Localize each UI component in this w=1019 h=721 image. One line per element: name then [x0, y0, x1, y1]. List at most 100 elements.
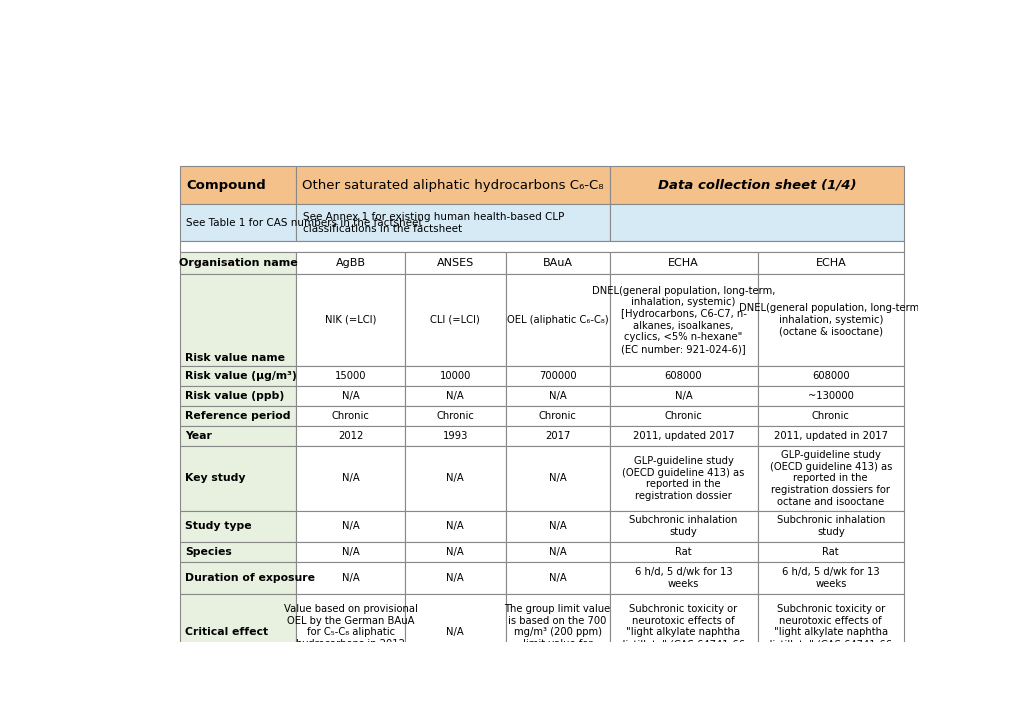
- Bar: [180, 594, 297, 671]
- Text: N/A: N/A: [341, 521, 360, 531]
- Bar: [297, 594, 405, 671]
- Bar: [609, 541, 757, 562]
- Text: N/A: N/A: [548, 547, 566, 557]
- Bar: [180, 274, 297, 366]
- Bar: [757, 386, 903, 406]
- Bar: [505, 562, 609, 594]
- Text: N/A: N/A: [548, 474, 566, 484]
- Bar: [405, 510, 505, 541]
- Bar: [297, 426, 405, 446]
- Text: Key study: Key study: [184, 474, 246, 484]
- Text: 6 h/d, 5 d/wk for 13
weeks: 6 h/d, 5 d/wk for 13 weeks: [634, 567, 732, 588]
- Bar: [180, 166, 297, 204]
- Text: DNEL(general population, long-term,
inhalation, systemic)
[Hydrocarbons, C6-C7, : DNEL(general population, long-term, inha…: [591, 286, 774, 354]
- Bar: [609, 366, 757, 386]
- Text: Rat: Rat: [675, 547, 691, 557]
- Text: Year: Year: [184, 431, 212, 441]
- Bar: [757, 274, 903, 366]
- Text: See Table 1 for CAS numbers in the factsheet: See Table 1 for CAS numbers in the facts…: [186, 218, 423, 228]
- Bar: [609, 204, 903, 242]
- Text: Duration of exposure: Duration of exposure: [184, 572, 315, 583]
- Bar: [180, 242, 903, 252]
- Bar: [180, 406, 297, 426]
- Text: Chronic: Chronic: [811, 411, 849, 421]
- Text: 2017: 2017: [544, 431, 570, 441]
- Text: Chronic: Chronic: [436, 411, 474, 421]
- Bar: [757, 426, 903, 446]
- Text: N/A: N/A: [446, 627, 464, 637]
- Text: N/A: N/A: [446, 572, 464, 583]
- Bar: [757, 594, 903, 671]
- Bar: [609, 252, 757, 274]
- Bar: [180, 562, 297, 594]
- Bar: [505, 406, 609, 426]
- Text: ECHA: ECHA: [667, 258, 698, 267]
- Text: N/A: N/A: [341, 572, 360, 583]
- Text: Risk value name: Risk value name: [184, 353, 284, 363]
- Text: BAuA: BAuA: [542, 258, 572, 267]
- Bar: [505, 366, 609, 386]
- Text: ~130000: ~130000: [807, 391, 853, 401]
- Text: Subchronic inhalation
study: Subchronic inhalation study: [775, 516, 884, 537]
- Bar: [405, 386, 505, 406]
- Bar: [609, 594, 757, 671]
- Text: Subchronic inhalation
study: Subchronic inhalation study: [629, 516, 737, 537]
- Text: See Annex 1 for existing human health-based CLP
classifications in the factsheet: See Annex 1 for existing human health-ba…: [303, 212, 564, 234]
- Text: 700000: 700000: [538, 371, 576, 381]
- Bar: [405, 366, 505, 386]
- Bar: [405, 274, 505, 366]
- Bar: [505, 446, 609, 510]
- Bar: [180, 446, 297, 510]
- Text: Chronic: Chronic: [538, 411, 576, 421]
- Bar: [757, 446, 903, 510]
- Bar: [505, 252, 609, 274]
- Text: DNEL(general population, long-term,
inhalation, systemic)
(octane & isooctane): DNEL(general population, long-term, inha…: [739, 304, 921, 337]
- Text: Chronic: Chronic: [664, 411, 702, 421]
- Text: Subchronic toxicity or
neurotoxic effects of
"light alkylate naphtha
distillate": Subchronic toxicity or neurotoxic effect…: [765, 604, 895, 660]
- Text: N/A: N/A: [446, 391, 464, 401]
- Bar: [609, 406, 757, 426]
- Text: The group limit value
is based on the 700
mg/m³ (200 ppm)
limit value for
cycloh: The group limit value is based on the 70…: [501, 604, 613, 660]
- Bar: [609, 510, 757, 541]
- Bar: [505, 274, 609, 366]
- Text: N/A: N/A: [446, 474, 464, 484]
- Text: N/A: N/A: [548, 572, 566, 583]
- Bar: [757, 366, 903, 386]
- Bar: [609, 446, 757, 510]
- Text: GLP-guideline study
(OECD guideline 413) as
reported in the
registration dossier: GLP-guideline study (OECD guideline 413)…: [622, 456, 744, 501]
- Bar: [297, 541, 405, 562]
- Text: 2011, updated 2017: 2011, updated 2017: [632, 431, 734, 441]
- Bar: [297, 446, 405, 510]
- Text: Organisation name: Organisation name: [178, 258, 298, 267]
- Bar: [297, 386, 405, 406]
- Bar: [297, 204, 609, 242]
- Bar: [757, 406, 903, 426]
- Text: Risk value (μg/m³): Risk value (μg/m³): [184, 371, 297, 381]
- Bar: [180, 366, 297, 386]
- Bar: [297, 252, 405, 274]
- Bar: [405, 426, 505, 446]
- Bar: [505, 510, 609, 541]
- Bar: [297, 562, 405, 594]
- Bar: [505, 426, 609, 446]
- Text: Risk value (ppb): Risk value (ppb): [184, 391, 284, 401]
- Bar: [757, 541, 903, 562]
- Text: Chronic: Chronic: [331, 411, 369, 421]
- Bar: [609, 386, 757, 406]
- Bar: [180, 204, 297, 242]
- Bar: [505, 594, 609, 671]
- Text: N/A: N/A: [341, 547, 360, 557]
- Text: Critical effect: Critical effect: [184, 627, 268, 637]
- Text: N/A: N/A: [446, 521, 464, 531]
- Text: ANSES: ANSES: [436, 258, 474, 267]
- Text: Reference period: Reference period: [184, 411, 290, 421]
- Bar: [405, 594, 505, 671]
- Bar: [297, 166, 609, 204]
- Text: N/A: N/A: [341, 391, 360, 401]
- Bar: [609, 426, 757, 446]
- Bar: [505, 541, 609, 562]
- Bar: [405, 562, 505, 594]
- Text: 15000: 15000: [334, 371, 366, 381]
- Text: N/A: N/A: [548, 521, 566, 531]
- Text: Other saturated aliphatic hydrocarbons C₆-C₈: Other saturated aliphatic hydrocarbons C…: [302, 179, 603, 192]
